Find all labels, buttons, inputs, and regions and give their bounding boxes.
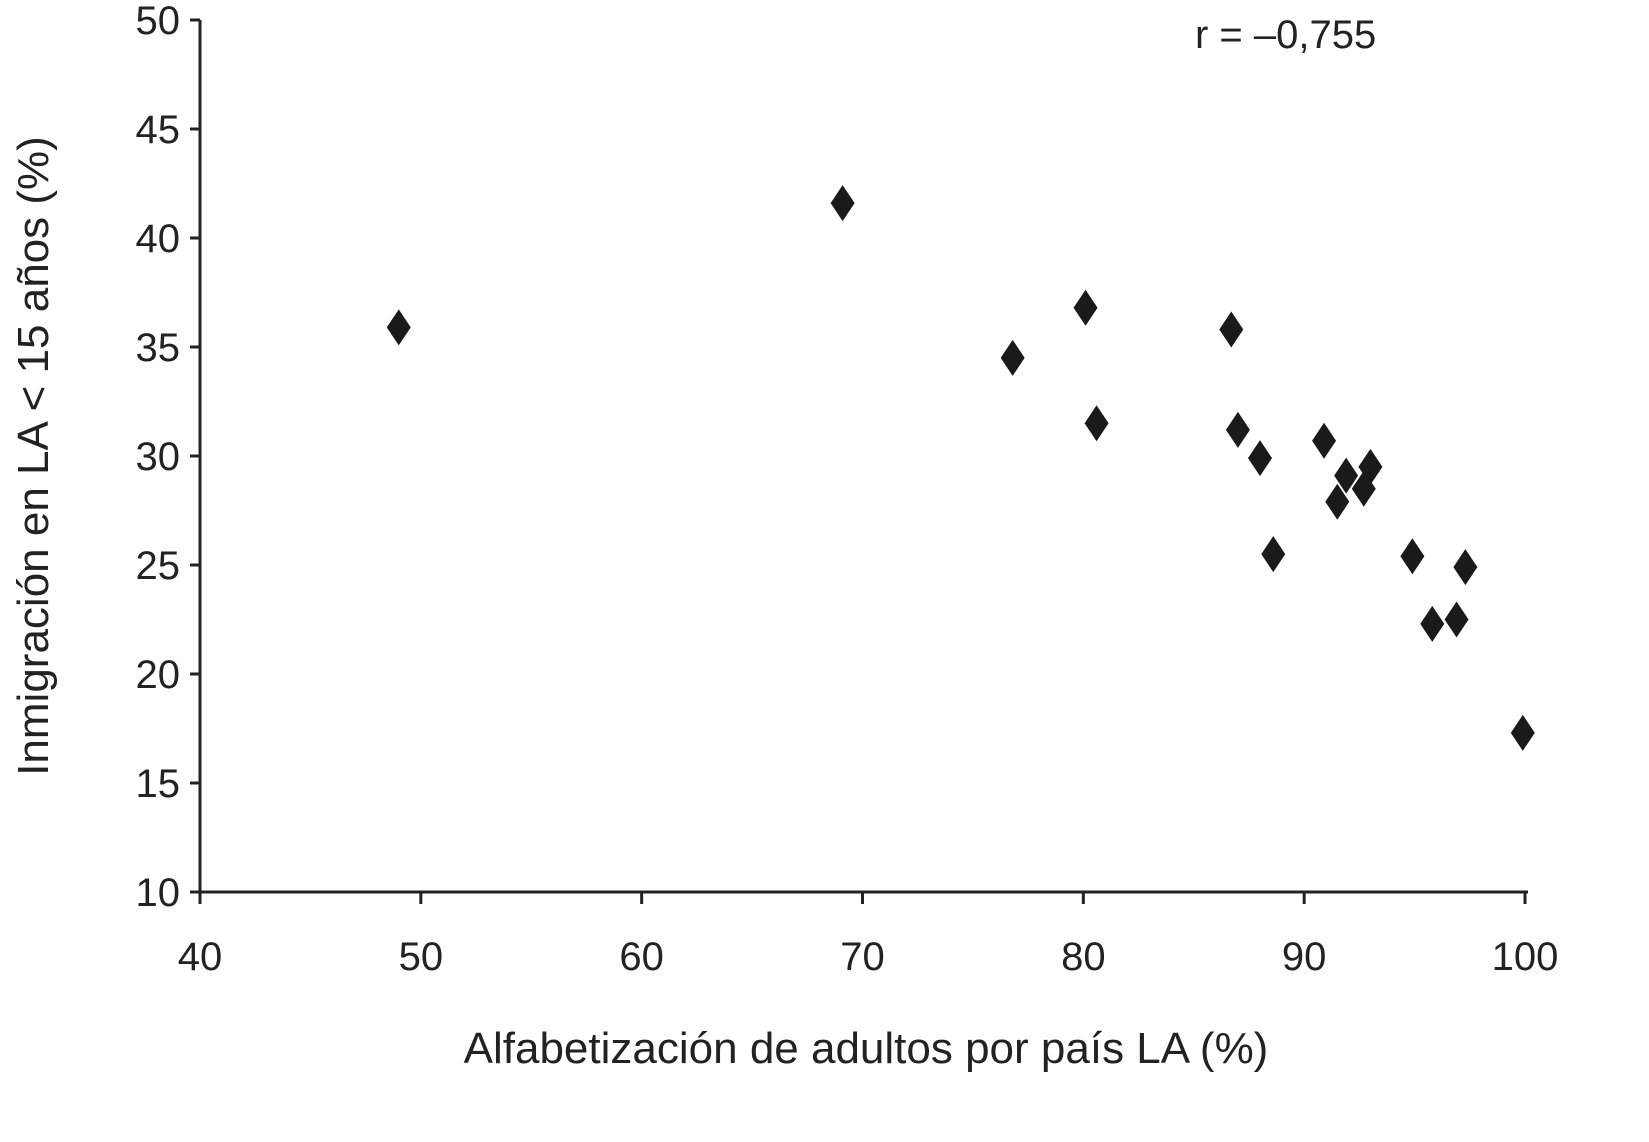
y-tick-label: 15 — [136, 762, 181, 806]
data-point — [1073, 289, 1098, 326]
data-point — [1000, 339, 1025, 376]
y-tick-label: 10 — [136, 871, 181, 915]
data-point — [1453, 549, 1478, 586]
data-point — [1225, 411, 1250, 448]
y-tick-label: 20 — [136, 653, 181, 697]
axes — [198, 20, 1528, 894]
data-point — [1325, 483, 1350, 520]
data-point — [1358, 448, 1383, 485]
data-point — [1400, 538, 1425, 575]
data-points — [386, 185, 1535, 751]
data-point — [1334, 457, 1359, 494]
x-tick-label: 80 — [1061, 935, 1106, 979]
x-ticks: 40 50 60 70 80 90 100 — [178, 892, 1559, 979]
y-axis-title: Inmigración en LA < 15 años (%) — [9, 136, 58, 776]
data-point — [1219, 311, 1244, 348]
x-tick-label: 100 — [1492, 935, 1559, 979]
y-tick-label: 45 — [136, 108, 181, 152]
y-tick-label: 25 — [136, 544, 181, 588]
y-tick-label: 35 — [136, 326, 181, 370]
data-point — [1444, 601, 1469, 638]
y-tick-label: 50 — [136, 0, 181, 43]
y-ticks: 10 15 20 25 30 35 40 45 50 — [136, 0, 200, 915]
data-point — [1510, 714, 1535, 751]
x-tick-label: 70 — [840, 935, 885, 979]
data-point — [1312, 422, 1337, 459]
x-axis-title: Alfabetización de adultos por país LA (%… — [464, 1024, 1269, 1073]
x-tick-label: 50 — [399, 935, 444, 979]
x-tick-label: 60 — [619, 935, 664, 979]
data-point — [1261, 536, 1286, 573]
x-tick-label: 40 — [178, 935, 223, 979]
data-point — [1084, 405, 1109, 442]
correlation-annotation: r = –0,755 — [1195, 13, 1376, 57]
data-point — [1248, 440, 1272, 477]
data-point — [386, 309, 411, 346]
data-point — [830, 185, 855, 222]
y-tick-label: 30 — [136, 435, 181, 479]
y-tick-label: 40 — [136, 217, 181, 261]
x-tick-label: 90 — [1282, 935, 1327, 979]
data-point — [1420, 605, 1445, 642]
